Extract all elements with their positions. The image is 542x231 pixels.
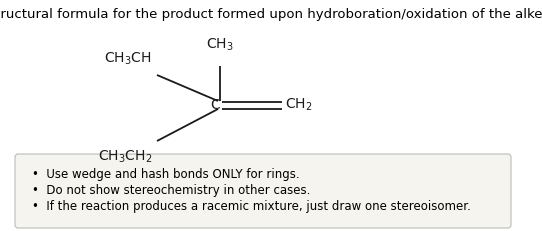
Text: •  If the reaction produces a racemic mixture, just draw one stereoisomer.: • If the reaction produces a racemic mix…: [32, 200, 471, 213]
Text: CH$_3$CH$_2$: CH$_3$CH$_2$: [98, 149, 152, 165]
Text: •  Do not show stereochemistry in other cases.: • Do not show stereochemistry in other c…: [32, 184, 311, 197]
FancyBboxPatch shape: [15, 154, 511, 228]
Text: •  Use wedge and hash bonds ONLY for rings.: • Use wedge and hash bonds ONLY for ring…: [32, 168, 300, 181]
Text: Draw a structural formula for the product formed upon hydroboration/oxidation of: Draw a structural formula for the produc…: [0, 8, 542, 21]
Text: CH$_3$CH: CH$_3$CH: [105, 51, 152, 67]
Text: CH$_3$: CH$_3$: [206, 36, 234, 53]
Text: C: C: [210, 98, 220, 112]
Text: CH$_2$: CH$_2$: [285, 97, 313, 113]
